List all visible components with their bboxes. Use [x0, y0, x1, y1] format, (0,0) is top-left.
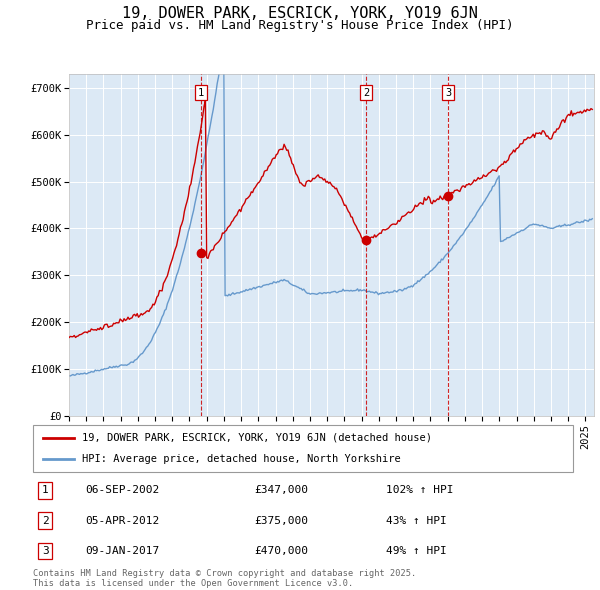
Text: 2: 2	[363, 87, 369, 97]
Text: 09-JAN-2017: 09-JAN-2017	[85, 546, 160, 556]
Text: 43% ↑ HPI: 43% ↑ HPI	[386, 516, 447, 526]
Text: 19, DOWER PARK, ESCRICK, YORK, YO19 6JN: 19, DOWER PARK, ESCRICK, YORK, YO19 6JN	[122, 6, 478, 21]
Text: 1: 1	[198, 87, 205, 97]
Text: Contains HM Land Registry data © Crown copyright and database right 2025.
This d: Contains HM Land Registry data © Crown c…	[33, 569, 416, 588]
Text: 05-APR-2012: 05-APR-2012	[85, 516, 160, 526]
Text: £375,000: £375,000	[254, 516, 308, 526]
Text: 2: 2	[42, 516, 49, 526]
Text: 1: 1	[42, 486, 49, 496]
Text: 06-SEP-2002: 06-SEP-2002	[85, 486, 160, 496]
Text: £347,000: £347,000	[254, 486, 308, 496]
Text: 19, DOWER PARK, ESCRICK, YORK, YO19 6JN (detached house): 19, DOWER PARK, ESCRICK, YORK, YO19 6JN …	[82, 432, 431, 442]
Text: 3: 3	[445, 87, 451, 97]
Text: HPI: Average price, detached house, North Yorkshire: HPI: Average price, detached house, Nort…	[82, 454, 400, 464]
Text: 49% ↑ HPI: 49% ↑ HPI	[386, 546, 447, 556]
Text: Price paid vs. HM Land Registry's House Price Index (HPI): Price paid vs. HM Land Registry's House …	[86, 19, 514, 32]
FancyBboxPatch shape	[33, 425, 573, 472]
Text: 102% ↑ HPI: 102% ↑ HPI	[386, 486, 454, 496]
Text: 3: 3	[42, 546, 49, 556]
Text: £470,000: £470,000	[254, 546, 308, 556]
